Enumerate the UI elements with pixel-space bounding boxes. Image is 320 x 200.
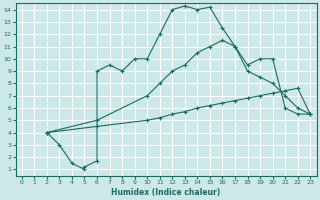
- X-axis label: Humidex (Indice chaleur): Humidex (Indice chaleur): [111, 188, 221, 197]
